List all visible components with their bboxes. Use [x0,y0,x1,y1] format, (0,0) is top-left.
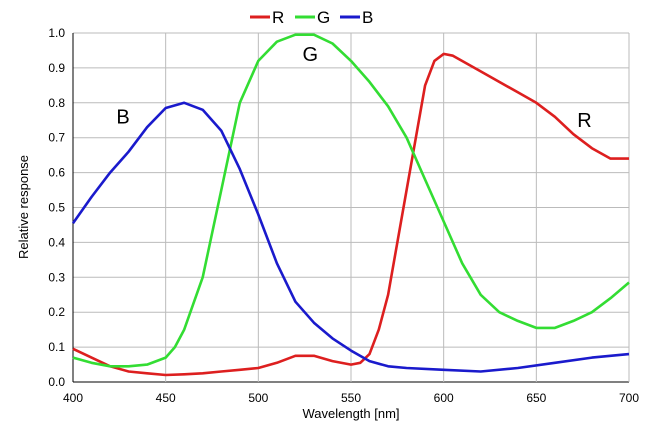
annotations: B G R [116,44,591,132]
y-tick-label: 0.8 [48,96,65,110]
series-lines [71,33,630,377]
x-tick-label: 500 [248,391,268,405]
x-tick-label: 650 [526,391,546,405]
series-line-B [71,101,630,373]
tick-labels: 0.0 0.1 0.2 0.3 0.4 0.5 0.6 0.7 0.8 0.9 1.0 400 450 5… [48,26,639,405]
annotation-R: R [577,110,591,132]
y-tick-label: 0.2 [48,305,65,319]
y-tick-label: 1.0 [48,26,65,40]
x-tick-label: 600 [434,391,454,405]
grid [72,32,630,383]
legend-label-B: B [362,8,373,27]
legend-label-G: G [317,8,330,27]
x-tick-label: 450 [156,391,176,405]
x-tick-label: 550 [341,391,361,405]
y-tick-label: 0.0 [48,375,65,389]
y-tick-label: 0.9 [48,61,65,75]
y-tick-label: 0.1 [48,340,65,354]
y-tick-label: 0.6 [48,166,65,180]
series-line-G [72,33,630,368]
y-tick-label: 0.3 [48,270,65,284]
y-axis-label: Relative response [16,155,31,259]
y-tick-label: 0.7 [48,131,65,145]
x-axis-label: Wavelength [nm] [302,406,399,421]
series-line-R [72,52,629,377]
y-tick-label: 0.5 [48,201,65,215]
annotation-B: B [116,107,129,129]
annotation-G: G [302,44,318,66]
x-tick-label: 400 [63,391,83,405]
x-tick-label: 700 [619,391,639,405]
legend-label-R: R [272,8,284,27]
y-tick-label: 0.4 [48,235,65,249]
